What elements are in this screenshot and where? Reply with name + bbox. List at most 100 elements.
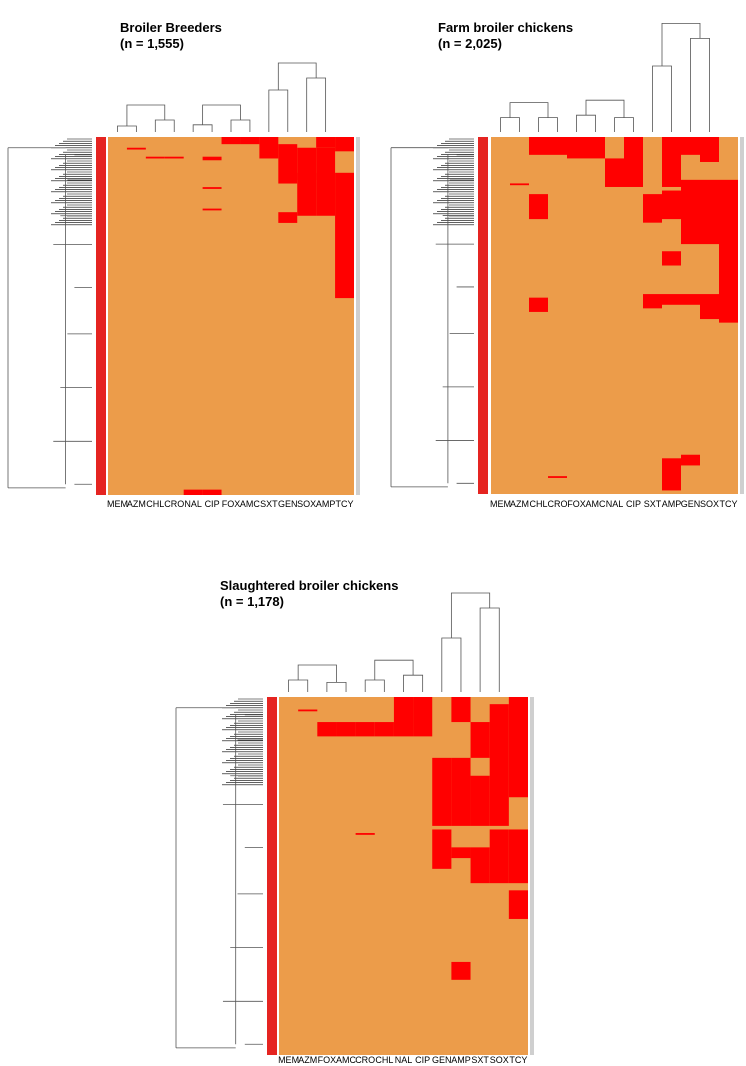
column-label: MEM — [107, 499, 128, 509]
heatmap-cell-resistant — [489, 704, 509, 826]
dendrogram-branch — [374, 659, 414, 680]
row-label-strip — [530, 697, 534, 1055]
heatmap-cell-resistant — [700, 294, 719, 320]
heatmap-cell-resistant — [202, 489, 222, 495]
heatmap-cell-resistant — [183, 489, 203, 495]
heatmap-cell-resistant — [202, 187, 222, 189]
column-dendrogram — [288, 592, 500, 692]
column-label: TCY — [720, 499, 738, 509]
heatmap-cell-resistant — [145, 156, 165, 159]
dendrogram-branch — [364, 679, 385, 692]
dendrogram-branch — [117, 125, 137, 132]
dendrogram-branch — [288, 679, 309, 692]
heatmap-cell-resistant — [662, 251, 681, 266]
panel-title: Slaughtered broiler chickens — [220, 578, 398, 593]
side-group-bar — [478, 137, 488, 494]
heatmap-cell-resistant — [548, 476, 567, 478]
heatmap-cell-resistant — [681, 137, 700, 155]
dendrogram-branch — [230, 119, 251, 132]
heatmap-cell-resistant — [529, 297, 548, 312]
heatmap-cell-resistant — [510, 183, 529, 186]
heatmap-cell-resistant — [470, 775, 490, 826]
heatmap-cell-resistant — [662, 137, 681, 187]
side-group-bar — [96, 137, 106, 495]
column-label: AMC — [240, 499, 261, 509]
heatmap-cell-resistant — [316, 147, 336, 216]
column-label: FOX — [567, 499, 586, 509]
heatmap-cell-resistant — [297, 172, 317, 180]
column-label: SOX — [490, 1055, 509, 1065]
panel-title: Broiler Breeders — [120, 20, 222, 35]
column-label: AMC — [586, 499, 607, 509]
heatmap-cell-resistant — [567, 137, 586, 159]
heatmap-cell-resistant — [298, 709, 318, 712]
heatmap-cell-resistant — [451, 847, 471, 859]
column-label: GEN — [278, 499, 298, 509]
heatmap-cell-resistant — [643, 194, 662, 223]
column-label: AZM — [127, 499, 146, 509]
dendrogram-branch — [192, 124, 213, 132]
heatmap-cell-resistant — [335, 172, 354, 299]
column-label: CHL — [529, 499, 547, 509]
row-label-strip — [356, 137, 360, 495]
heatmap-cell-resistant — [126, 147, 146, 150]
column-label: SOX — [700, 499, 719, 509]
heatmap-cell-resistant — [470, 722, 490, 758]
column-label: TCY — [336, 499, 354, 509]
column-label: CIP — [415, 1055, 430, 1065]
dendrogram-branch — [538, 117, 558, 132]
heatmap-cell-resistant — [548, 137, 567, 155]
heatmap-cell-resistant — [508, 697, 528, 798]
heatmap-cell-resistant — [355, 722, 375, 737]
heatmap-cell-resistant — [393, 697, 414, 737]
dendrogram-branch — [450, 592, 491, 638]
dendrogram-branch — [268, 89, 289, 132]
heatmap-cell-resistant — [164, 156, 184, 159]
column-label: AMP — [662, 499, 682, 509]
heatmap-cell-resistant — [451, 961, 471, 980]
dendrogram-branch — [297, 664, 337, 683]
dendrogram-branch — [326, 682, 347, 692]
column-label: MEM — [278, 1055, 299, 1065]
heatmap-cell-resistant — [586, 137, 605, 159]
heatmap-cell-resistant — [432, 757, 452, 826]
heatmap-cell-resistant — [297, 147, 317, 216]
heatmap-cell-resistant — [451, 757, 471, 826]
row-dendrogram — [7, 138, 92, 489]
heatmap-cell-resistant — [662, 458, 681, 491]
column-label: FOX — [222, 499, 241, 509]
heatmap-cell-resistant — [681, 179, 700, 245]
heatmap-cell-resistant — [700, 137, 719, 162]
side-group-bar — [267, 697, 277, 1055]
heatmap-panel-farm-broiler-chickens: Farm broiler chickens (n = 2,025) MEM AZM… — [390, 20, 744, 509]
column-label: CIP — [626, 499, 641, 509]
dendrogram-branch — [614, 117, 634, 132]
heatmap-cell-resistant — [374, 722, 394, 737]
column-label: SXT — [471, 1055, 489, 1065]
panel-subtitle: (n = 1,178) — [220, 594, 284, 609]
column-label: GEN — [681, 499, 701, 509]
column-label: CHL — [146, 499, 164, 509]
column-label: NAL — [606, 499, 624, 509]
column-label: SOX — [297, 499, 316, 509]
dendrogram-branch — [479, 607, 500, 692]
column-label: AMC — [336, 1055, 357, 1065]
heatmap-cell-resistant — [278, 144, 298, 184]
heatmap-panel-slaughtered-broiler-chickens: Slaughtered broiler chickens (n = 1,178)… — [175, 578, 534, 1065]
heatmap-cell-resistant — [317, 722, 337, 737]
heatmap-cell-resistant — [470, 847, 490, 884]
heatmap-cell-resistant — [662, 294, 681, 305]
heatmap-cell-resistant — [624, 137, 643, 187]
heatmap-cell-resistant — [700, 179, 719, 245]
row-label-strip — [740, 137, 744, 494]
dendrogram-branch — [277, 62, 317, 90]
column-label: CRO — [164, 499, 184, 509]
column-label: CHL — [375, 1055, 393, 1065]
heatmap-cell-resistant — [432, 829, 452, 869]
dendrogram-branch — [441, 637, 462, 692]
column-dendrogram — [117, 62, 327, 132]
column-label: CIP — [205, 499, 220, 509]
heatmap-cell-resistant — [221, 137, 241, 145]
